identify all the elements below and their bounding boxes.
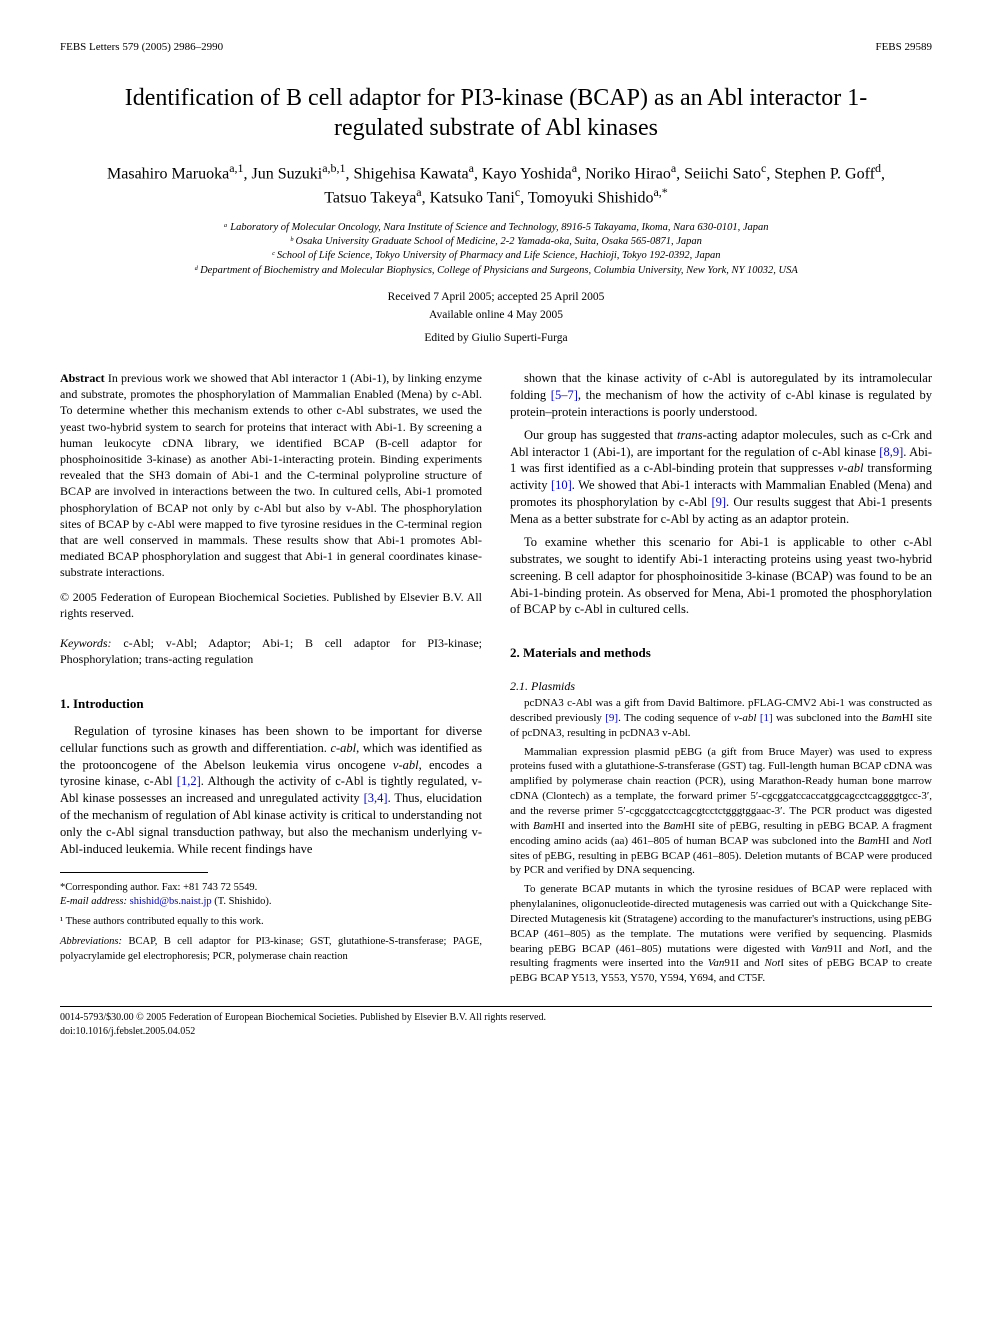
abbreviations-text: BCAP, B cell adaptor for PI3-kinase; GST… (60, 936, 482, 961)
abstract-block: Abstract In previous work we showed that… (60, 370, 482, 580)
keywords-text: c-Abl; v-Abl; Adaptor; Abi-1; B cell ada… (60, 636, 482, 666)
abbreviations-label: Abbreviations: (60, 936, 122, 947)
affiliations: ᵃ Laboratory of Molecular Oncology, Nara… (60, 221, 932, 278)
email-label: E-mail address: (60, 896, 127, 907)
two-column-layout: Abstract In previous work we showed that… (60, 370, 932, 990)
keywords-block: Keywords: c-Abl; v-Abl; Adaptor; Abi-1; … (60, 635, 482, 667)
right-column: shown that the kinase activity of c-Abl … (510, 370, 932, 990)
methods-heading: 2. Materials and methods (510, 644, 932, 662)
equal-contribution-note: ¹ These authors contributed equally to t… (60, 915, 482, 929)
author-list: Masahiro Maruokaa,1, Jun Suzukia,b,1, Sh… (90, 161, 902, 209)
online-date: Available online 4 May 2005 (60, 306, 932, 324)
article-dates: Received 7 April 2005; accepted 25 April… (60, 288, 932, 325)
col2-paragraph-3: To examine whether this scenario for Abi… (510, 534, 932, 618)
introduction-heading: 1. Introduction (60, 695, 482, 713)
received-accepted-date: Received 7 April 2005; accepted 25 April… (60, 288, 932, 306)
editor-line: Edited by Giulio Superti-Furga (60, 331, 932, 347)
footnote-divider (60, 872, 208, 873)
intro-paragraph-1: Regulation of tyrosine kinases has been … (60, 723, 482, 858)
methods-paragraph-1: pcDNA3 c-Abl was a gift from David Balti… (510, 696, 932, 741)
col2-paragraph-2: Our group has suggested that trans-actin… (510, 427, 932, 528)
keywords-label: Keywords: (60, 636, 112, 650)
plasmids-subheading: 2.1. Plasmids (510, 678, 932, 694)
journal-header: FEBS Letters 579 (2005) 2986–2990 FEBS 2… (60, 40, 932, 55)
left-column: Abstract In previous work we showed that… (60, 370, 482, 990)
abbreviations-note: Abbreviations: BCAP, B cell adaptor for … (60, 935, 482, 963)
footer: 0014-5793/$30.00 © 2005 Federation of Eu… (60, 1006, 932, 1038)
footer-doi: doi:10.1016/j.febslet.2005.04.052 (60, 1025, 932, 1039)
journal-citation: FEBS Letters 579 (2005) 2986–2990 (60, 40, 223, 55)
col2-paragraph-1: shown that the kinase activity of c-Abl … (510, 370, 932, 421)
methods-paragraph-2: Mammalian expression plasmid pEBG (a gif… (510, 745, 932, 879)
abstract-label: Abstract (60, 371, 105, 385)
copyright-line: © 2005 Federation of European Biochemica… (60, 589, 482, 621)
journal-code: FEBS 29589 (875, 40, 932, 55)
affiliation-c: ᶜ School of Life Science, Tokyo Universi… (60, 249, 932, 263)
article-title: Identification of B cell adaptor for PI3… (100, 83, 892, 143)
affiliation-b: ᵇ Osaka University Graduate School of Me… (60, 235, 932, 249)
affiliation-d: ᵈ Department of Biochemistry and Molecul… (60, 264, 932, 278)
corresponding-author-note: *Corresponding author. Fax: +81 743 72 5… (60, 881, 482, 909)
footer-copyright: 0014-5793/$30.00 © 2005 Federation of Eu… (60, 1011, 932, 1025)
affiliation-a: ᵃ Laboratory of Molecular Oncology, Nara… (60, 221, 932, 235)
methods-paragraph-3: To generate BCAP mutants in which the ty… (510, 882, 932, 986)
abstract-text: In previous work we showed that Abl inte… (60, 371, 482, 579)
email-name: (T. Shishido). (214, 896, 271, 907)
email-link[interactable]: shishid@bs.naist.jp (130, 896, 212, 907)
